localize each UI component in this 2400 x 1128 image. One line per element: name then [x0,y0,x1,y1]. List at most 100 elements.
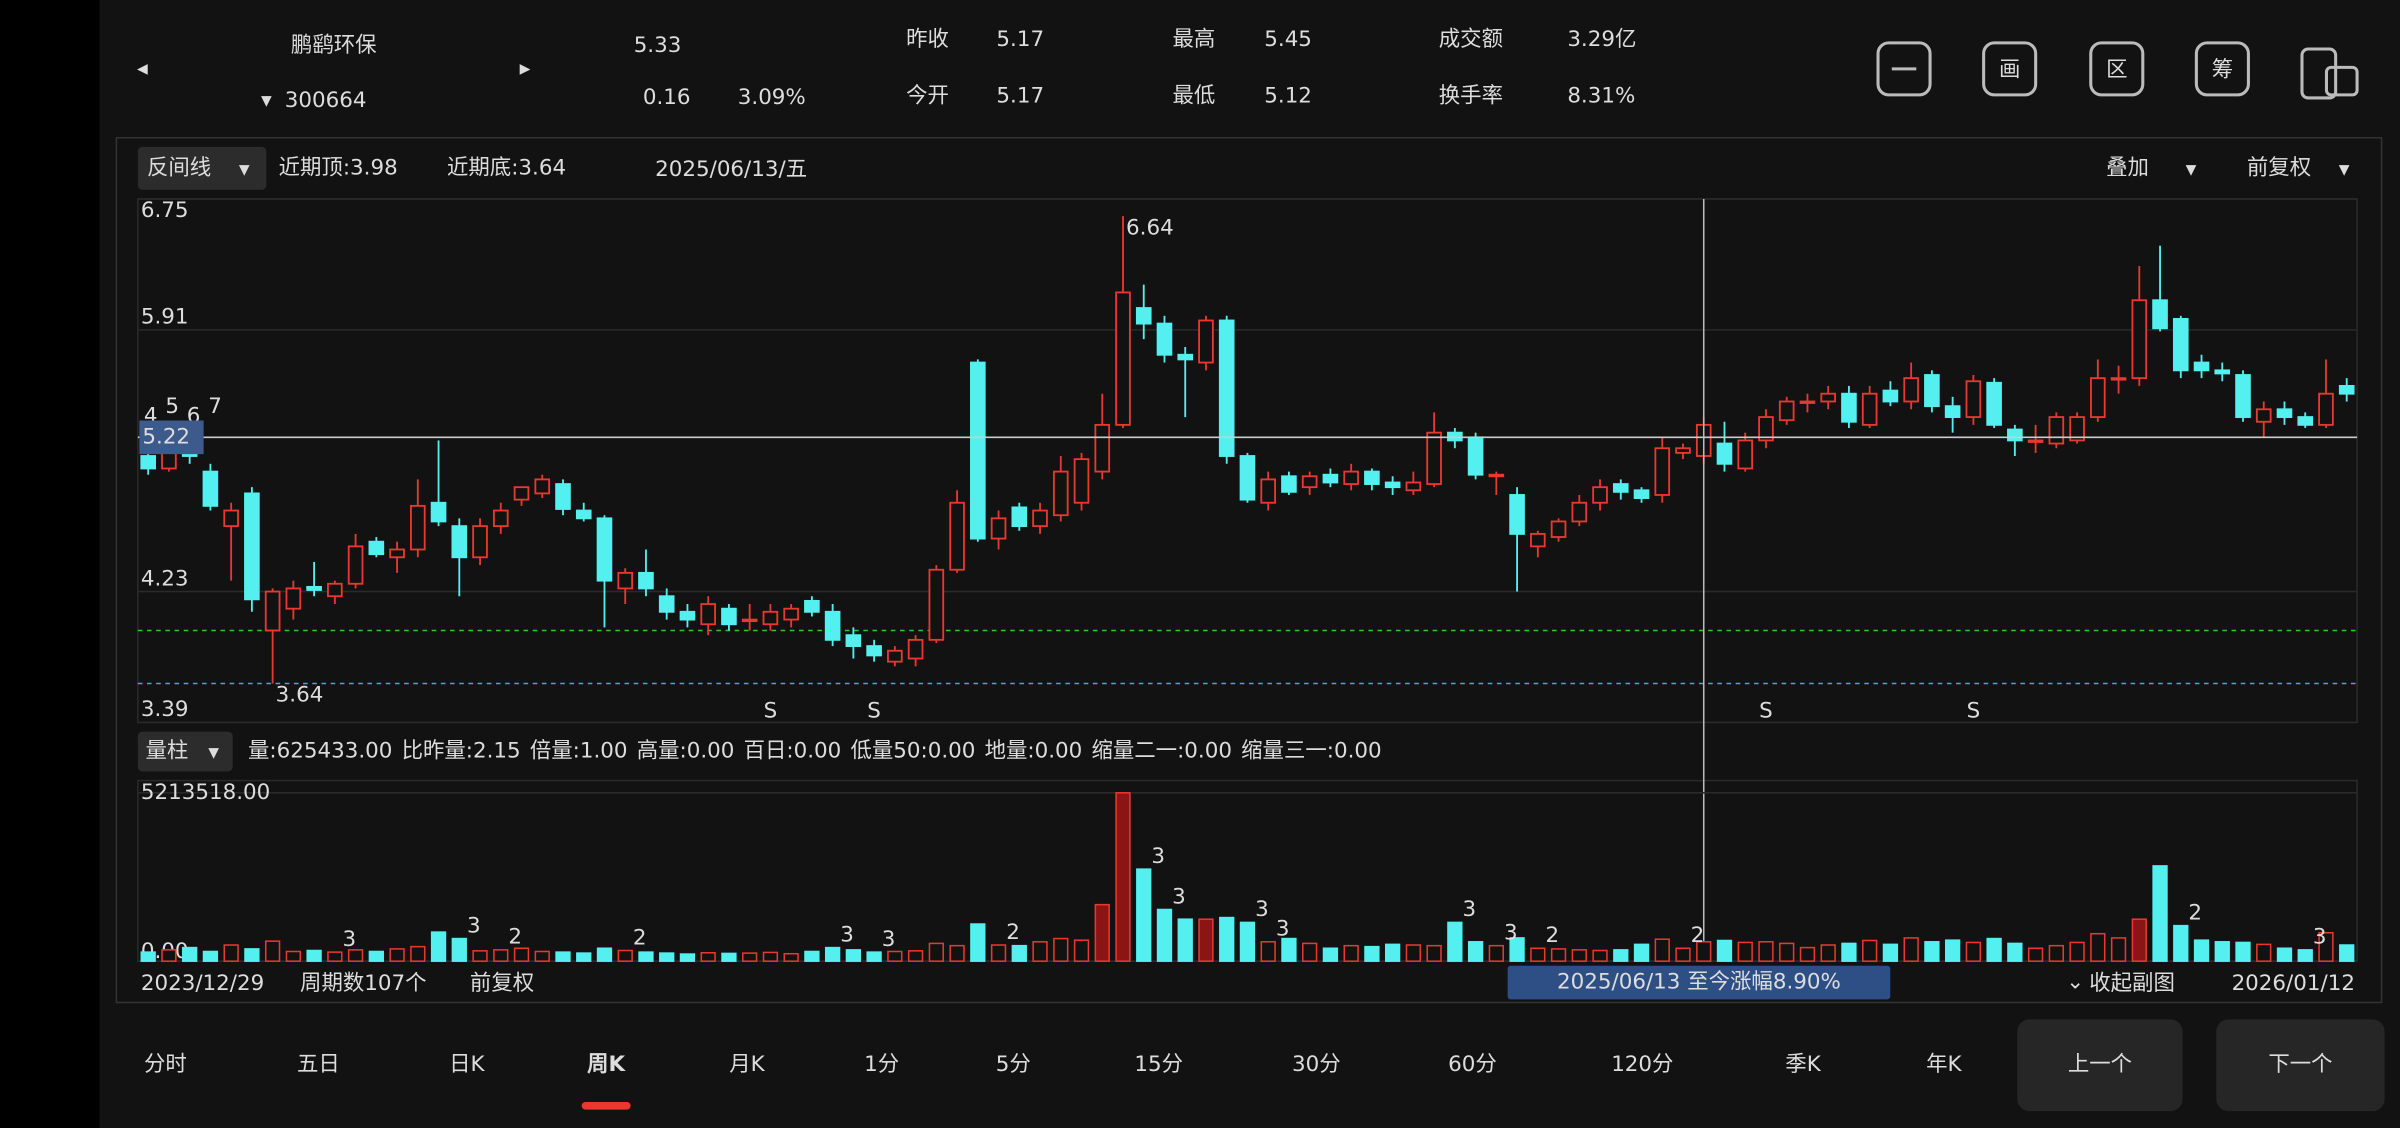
adjust[interactable]: 前复权 [2247,155,2311,180]
tool-box[interactable] [2089,41,2145,97]
volume-marker: 3 [1255,897,1269,922]
candle-body [1384,481,1401,489]
stat-label: 最高 [1172,27,1215,52]
tab[interactable]: 1分 [864,1052,899,1077]
volume-bar [368,950,384,962]
tool-label[interactable]: 画 [1999,57,2020,82]
tab[interactable]: 15分 [1134,1052,1183,1077]
candle-body [783,607,799,621]
range-note: 2025/06/13 至今涨幅8.90% [1557,970,1841,995]
tab[interactable]: 30分 [1292,1052,1341,1077]
side-strip [0,0,100,1128]
indicator-select[interactable] [137,146,267,190]
next-label[interactable]: 下一个 [2268,1052,2332,1077]
volume-bar [990,944,1007,962]
volume-selector[interactable]: 量柱 [145,738,188,763]
volume-select[interactable] [137,731,233,772]
signal: S [867,699,881,724]
volume-indicator: 倍量:1.00 [530,738,628,763]
candle-body [555,483,571,510]
volume-bar [327,951,343,962]
volume-bar [1405,944,1422,962]
tool-label[interactable]: 区 [2106,57,2127,82]
tabs: 分时 五日 日K 周K 月K 1分 5分 15分 30分 60分 120分 季K 年K [144,1052,1963,1110]
candle-body [1841,392,1857,423]
tab[interactable]: 60分 [1448,1052,1497,1077]
volume-bar [887,950,903,962]
change-pct: 3.09% [738,85,806,110]
candle-body [2152,299,2168,330]
tool-box[interactable] [1982,41,2038,97]
tool-box[interactable] [2194,41,2250,97]
volume-bar [576,952,592,962]
volume-bar [1364,945,1380,962]
next-button[interactable] [2216,1019,2385,1112]
volume-bar [679,953,696,962]
candle-body [1488,473,1505,478]
volume-marker: 2 [633,925,647,950]
candle-body [430,501,447,523]
tab[interactable]: 5分 [996,1052,1031,1077]
candle-body [721,607,737,626]
candle-body [534,478,551,495]
tool-minus[interactable] [1876,41,1932,97]
tab[interactable]: 周K [587,1052,626,1077]
candle-body [1509,494,1525,535]
candle-body [1343,470,1359,485]
prev-label[interactable]: 上一个 [2068,1052,2132,1077]
next-stock[interactable]: ▸ [520,56,531,81]
prev-button[interactable] [2017,1019,2183,1112]
tab[interactable]: 五日 [297,1052,340,1077]
tab[interactable]: 季K [1785,1052,1821,1077]
volume-marker: 2 [508,925,522,950]
volume-bar [845,949,862,962]
stat-value: 5.17 [996,27,1044,52]
volume-bar [2339,944,2355,962]
overlay[interactable]: 叠加 [2106,155,2149,180]
volume-indicator: 高量:0.00 [637,738,735,763]
stat-label: 今开 [906,83,949,108]
tool-device[interactable] [2300,47,2338,100]
tab[interactable]: 分时 [144,1052,187,1077]
stats: 昨收 5.17 今开 5.17 最高 5.45 最低 5.12 成交额 3.29… [906,27,1636,109]
tab[interactable]: 日K [449,1052,485,1077]
volume-bar [1965,941,1982,962]
candle-body [1177,353,1194,361]
tool-label[interactable]: 筹 [2212,57,2233,82]
volume-bar [1862,939,1878,962]
cursor-date: 2025/06/13/五 [655,157,807,182]
candle-body [1301,475,1318,489]
volume-indicator: 量:625433.00 [248,738,392,763]
candle-body [1550,520,1567,538]
volume-bar [2318,931,2334,962]
volume-bar [1509,937,1525,962]
candle-body [617,571,634,590]
candle-body [285,587,302,610]
volume-bar [1696,941,1712,962]
candle-body [1115,291,1131,426]
candle-body [1073,458,1090,504]
candle-body [1758,416,1774,442]
volume-bar [2276,947,2293,962]
tab[interactable]: 月K [729,1052,765,1077]
candle-body [140,455,156,470]
candle-body [1861,392,1878,426]
prev-stock[interactable]: ◂ [137,56,148,81]
volume-bar [824,946,841,962]
candle-body [451,525,468,559]
periods: 周期数107个 [300,971,426,996]
candle-body [866,645,882,657]
collapse[interactable]: 收起副图 [2089,971,2175,996]
volume-bar [1094,903,1110,962]
candle-body [845,634,862,647]
volume-bar [1882,943,1899,962]
indicator-name[interactable]: 反间线 [147,155,211,180]
volume-indicator: 比昨量:2.15 [402,738,521,763]
recent-bottom-value: 3.64 [518,155,566,180]
volume-bar [1467,941,1484,962]
tab[interactable]: 120分 [1611,1052,1673,1077]
volume-bar [2173,924,2189,962]
volume-tick-label: 5213518.00 [141,780,270,805]
tool-device [2324,65,2359,97]
tab[interactable]: 年K [1926,1052,1962,1077]
